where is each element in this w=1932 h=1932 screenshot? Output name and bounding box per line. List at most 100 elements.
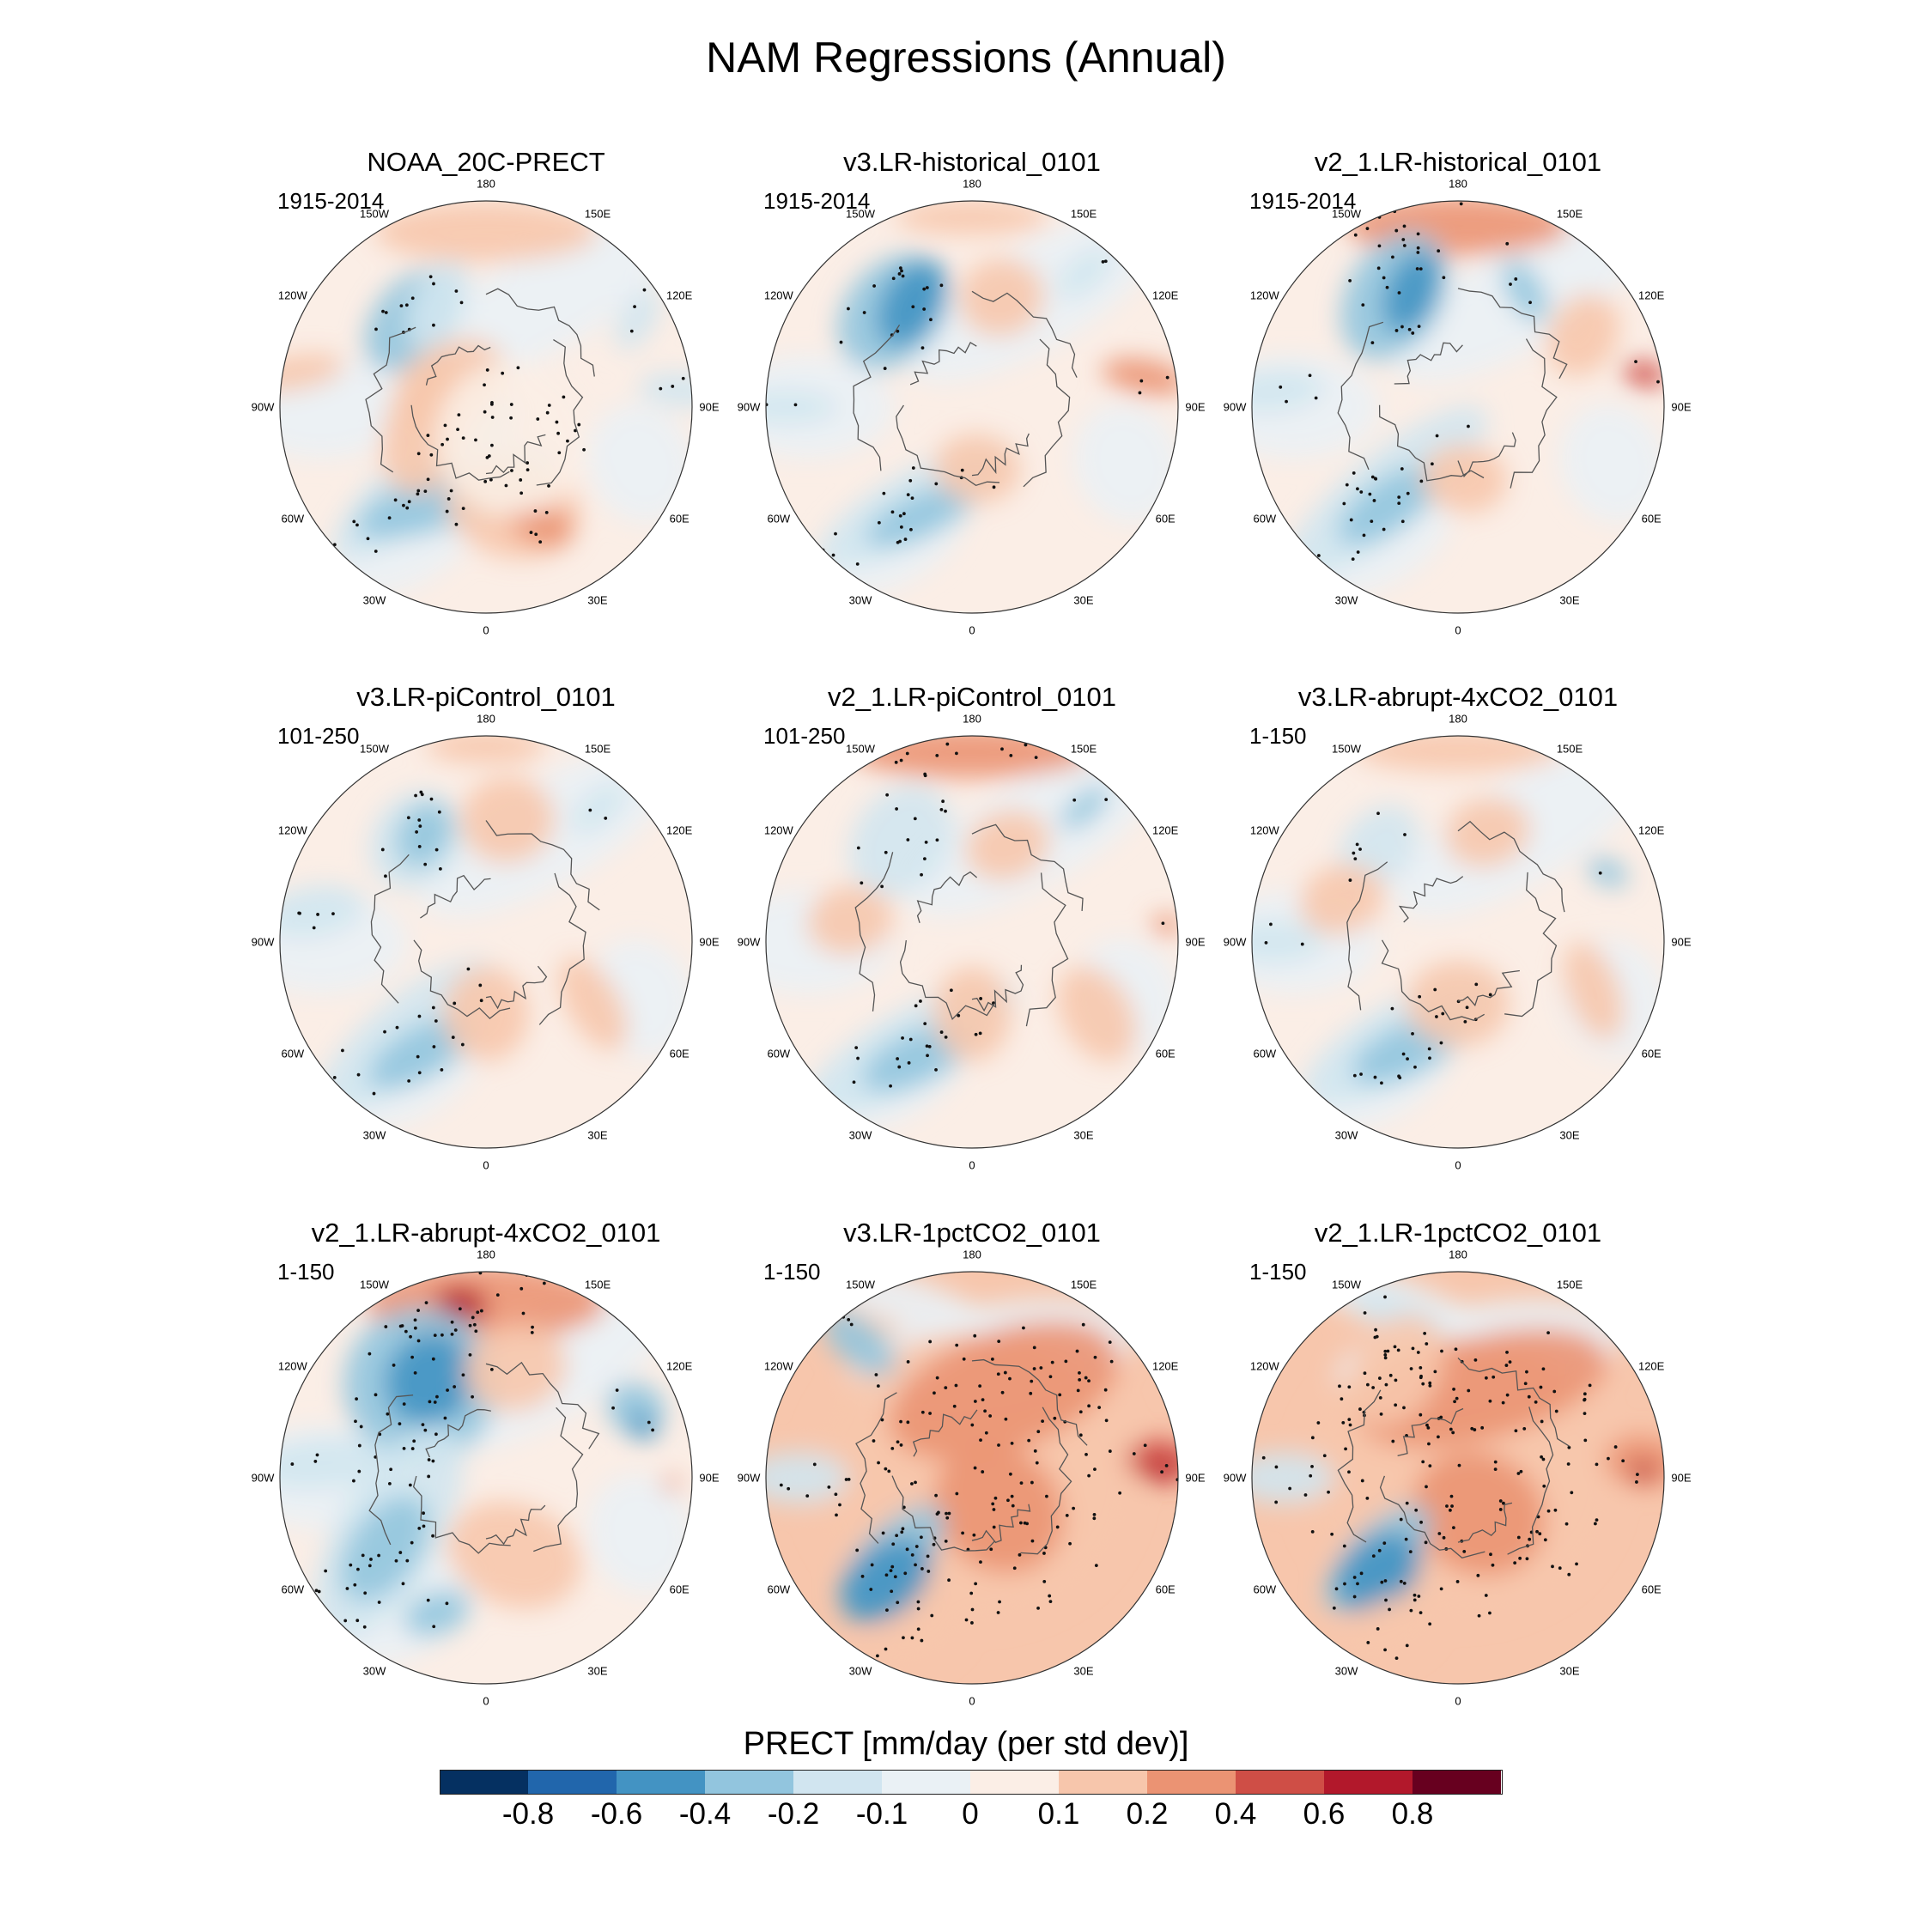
longitude-label: 120E xyxy=(1637,823,1665,837)
anomaly-region xyxy=(447,1501,581,1609)
colorbar-tick-label: 0.2 xyxy=(1126,1797,1169,1831)
anomaly-region xyxy=(766,1452,848,1504)
panel-title: v2_1.LR-1pctCO2_0101 xyxy=(1314,1218,1602,1248)
longitude-label: 150W xyxy=(846,1278,875,1291)
longitude-label: 150E xyxy=(584,207,611,221)
longitude-label: 60E xyxy=(1641,1583,1662,1596)
anomaly-region xyxy=(460,777,555,864)
polar-map xyxy=(1251,735,1665,1149)
anomaly-region xyxy=(280,890,407,993)
colorbar-tick-label: 0.8 xyxy=(1391,1797,1434,1831)
colorbar-tick-label: -0.8 xyxy=(501,1797,555,1831)
anomaly-region xyxy=(895,201,1049,235)
longitude-label: 90W xyxy=(737,935,761,949)
longitude-label: 150W xyxy=(1332,207,1361,221)
anomaly-region xyxy=(849,784,953,897)
longitude-label: 150W xyxy=(1332,1278,1361,1291)
longitude-label: 120W xyxy=(277,823,307,837)
longitude-label: 90E xyxy=(1671,1471,1692,1485)
longitude-label: 120E xyxy=(1151,289,1179,302)
anomaly-region xyxy=(1382,251,1441,334)
longitude-label: 90W xyxy=(737,400,761,414)
colorbar-tick-label: -0.1 xyxy=(855,1797,908,1831)
anomaly-region xyxy=(958,258,1044,337)
anomaly-region xyxy=(374,202,598,262)
anomaly-region xyxy=(852,736,1092,779)
anomaly-region xyxy=(1151,914,1178,936)
longitude-label: 90E xyxy=(1185,1471,1206,1485)
significance-stipple xyxy=(290,1272,655,1636)
colorbar-swatch xyxy=(793,1770,882,1794)
longitude-label: 150E xyxy=(584,1278,611,1291)
colorbar-tick-label: 0 xyxy=(962,1797,979,1831)
anomaly-region xyxy=(933,967,1011,1061)
longitude-label: 90W xyxy=(251,935,275,949)
longitude-label: 60W xyxy=(281,1047,305,1060)
colorbar-swatch xyxy=(1236,1770,1324,1794)
anomaly-region xyxy=(615,288,661,351)
longitude-label: 150W xyxy=(360,742,389,756)
longitude-label: 60W xyxy=(281,512,305,526)
anomaly-region xyxy=(1338,1595,1436,1666)
longitude-label: 120W xyxy=(277,289,307,302)
map-boundary xyxy=(279,200,693,614)
longitude-label: 60E xyxy=(1155,1047,1176,1060)
anomaly-region xyxy=(403,1589,471,1637)
longitude-label: 90E xyxy=(699,935,720,949)
colorbar-swatch xyxy=(1147,1770,1236,1794)
longitude-label: 120W xyxy=(763,289,793,302)
panel-period-label: 1915-2014 xyxy=(763,188,871,214)
anomaly-region xyxy=(396,802,453,868)
map-boundary xyxy=(765,200,1179,614)
longitude-label: 30W xyxy=(1334,1128,1358,1142)
polar-map xyxy=(1251,1271,1665,1685)
polar-map xyxy=(279,735,693,1149)
map-boundary xyxy=(765,1271,1179,1685)
longitude-label: 60E xyxy=(1155,512,1176,526)
anomaly-region xyxy=(385,1333,474,1426)
colorbar-tick-label: 0.1 xyxy=(1037,1797,1080,1831)
anomaly-region xyxy=(421,210,679,382)
longitude-label: 90W xyxy=(1223,400,1247,414)
polar-map xyxy=(279,200,693,614)
longitude-label: 90E xyxy=(1671,400,1692,414)
map-boundary xyxy=(1251,1271,1665,1685)
longitude-label: 60E xyxy=(1155,1583,1176,1596)
anomaly-region xyxy=(407,259,469,349)
anomaly-region xyxy=(627,1414,659,1440)
longitude-label: 180 xyxy=(1449,177,1467,191)
anomaly-region xyxy=(866,483,977,548)
colorbar-tick-label: -0.4 xyxy=(678,1797,732,1831)
anomaly-region xyxy=(1252,368,1325,413)
anomaly-region xyxy=(1252,1452,1334,1504)
longitude-label: 0 xyxy=(1455,1158,1461,1172)
longitude-label: 150W xyxy=(846,742,875,756)
polar-map xyxy=(765,735,1179,1149)
panel-period-label: 101-250 xyxy=(763,723,846,749)
anomaly-region xyxy=(280,355,407,459)
anomaly-region xyxy=(280,1437,391,1490)
panel-title: v2_1.LR-historical_0101 xyxy=(1314,147,1602,177)
longitude-label: 60E xyxy=(1641,1047,1662,1060)
panel-title: v3.LR-piControl_0101 xyxy=(356,682,616,712)
panel-title: v2_1.LR-piControl_0101 xyxy=(827,682,1117,712)
longitude-label: 150E xyxy=(1556,1278,1583,1291)
anomaly-region xyxy=(588,404,692,523)
panel-period-label: 1-150 xyxy=(1249,723,1307,749)
longitude-label: 150W xyxy=(360,207,389,221)
panel-period-label: 1-150 xyxy=(763,1259,821,1285)
anomaly-region xyxy=(877,259,948,348)
coastlines xyxy=(855,1358,1088,1555)
longitude-label: 180 xyxy=(477,1248,495,1261)
anomaly-region xyxy=(426,736,546,763)
longitude-label: 90E xyxy=(699,1471,720,1485)
anomaly-region xyxy=(280,884,365,939)
map-boundary xyxy=(1251,200,1665,614)
longitude-label: 120W xyxy=(277,1359,307,1373)
longitude-label: 30E xyxy=(1559,593,1580,607)
longitude-label: 90E xyxy=(1185,400,1206,414)
longitude-label: 0 xyxy=(483,1694,489,1708)
longitude-label: 120E xyxy=(1637,289,1665,302)
longitude-label: 120E xyxy=(1637,1359,1665,1373)
significance-stipple xyxy=(297,790,608,1107)
